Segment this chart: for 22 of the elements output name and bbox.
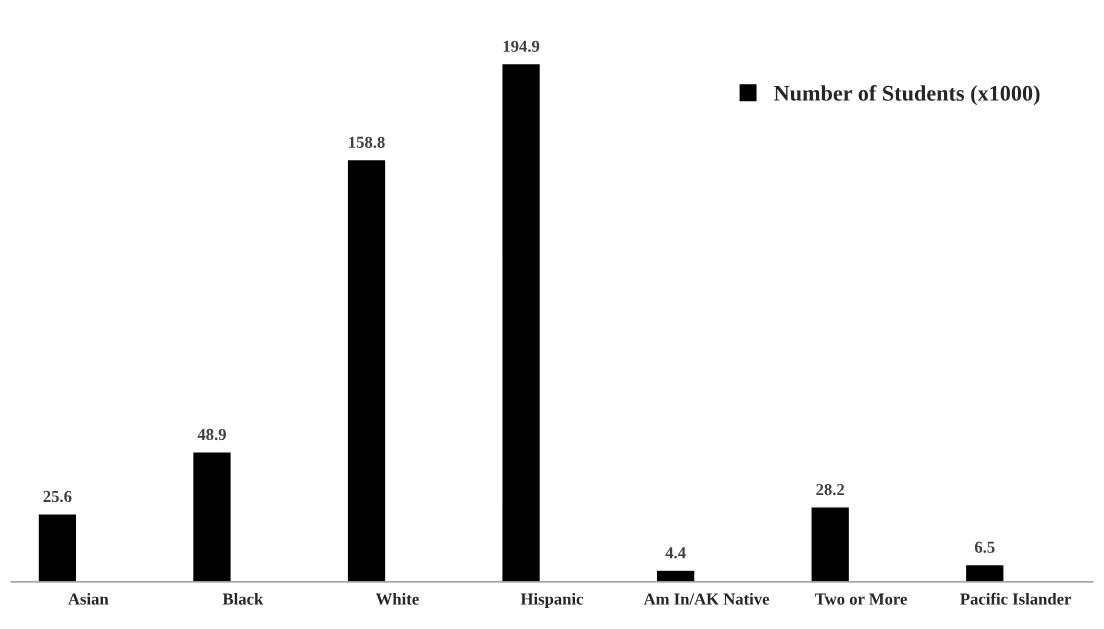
bar [964, 563, 1005, 582]
data-label: 28.2 [816, 483, 845, 496]
bar [191, 451, 232, 582]
data-label: 48.9 [197, 428, 226, 441]
data-label: 4.4 [665, 547, 686, 559]
bar [501, 62, 542, 582]
bar [346, 158, 387, 582]
legend-label: Number of Students (x1000) [774, 84, 1040, 106]
data-label: 194.9 [503, 40, 540, 52]
x-tick-label: Asian [68, 592, 109, 605]
x-tick-label: Two or More [815, 593, 907, 605]
x-tick-label: Hispanic [520, 592, 584, 609]
data-label: 6.5 [974, 541, 995, 553]
x-tick-label: White [375, 592, 419, 605]
x-tick-label: Black [222, 592, 264, 605]
bar [655, 569, 696, 582]
data-label: 25.6 [43, 490, 72, 503]
x-tick-label: Am In/AK Native [643, 592, 770, 605]
x-tick-label: Pacific Islander [960, 592, 1072, 605]
bar [37, 513, 78, 582]
data-label: 158.8 [349, 136, 385, 148]
bar [810, 506, 851, 582]
